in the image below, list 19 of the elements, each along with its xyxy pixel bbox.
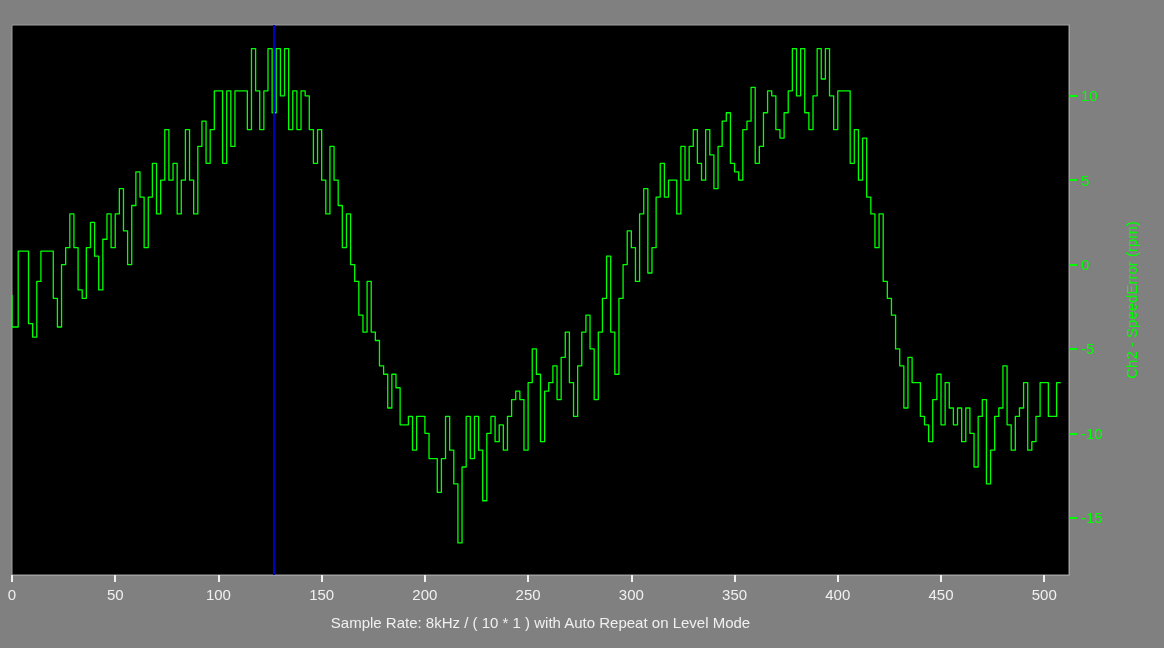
y-tick-label: 0 <box>1081 256 1090 274</box>
x-tick-label: 100 <box>205 586 231 603</box>
x-tick-label: 150 <box>309 586 335 603</box>
y-tick-label: 10 <box>1081 87 1098 105</box>
x-tick-label: 200 <box>412 586 438 603</box>
y-tick-label: -10 <box>1081 424 1103 442</box>
x-tick-label: 50 <box>106 586 124 603</box>
x-tick-label: 500 <box>1031 586 1057 603</box>
x-tick-label: 450 <box>928 586 954 603</box>
x-tick-label: 350 <box>722 586 748 603</box>
y-tick-label: 5 <box>1081 171 1090 189</box>
x-tick-label: 400 <box>825 586 851 603</box>
x-tick-label: 0 <box>7 586 17 603</box>
y-tick-label: -5 <box>1081 340 1095 358</box>
y-axis-title: Ch2 - SpeedError (rpm) <box>1123 221 1140 379</box>
x-axis-title: Sample Rate: 8kHz / ( 10 * 1 ) with Auto Repeat on Level Mode <box>330 614 751 631</box>
x-tick-label: 300 <box>618 586 644 603</box>
y-tick-label: -15 <box>1081 509 1103 527</box>
x-tick-label: 250 <box>515 586 541 603</box>
